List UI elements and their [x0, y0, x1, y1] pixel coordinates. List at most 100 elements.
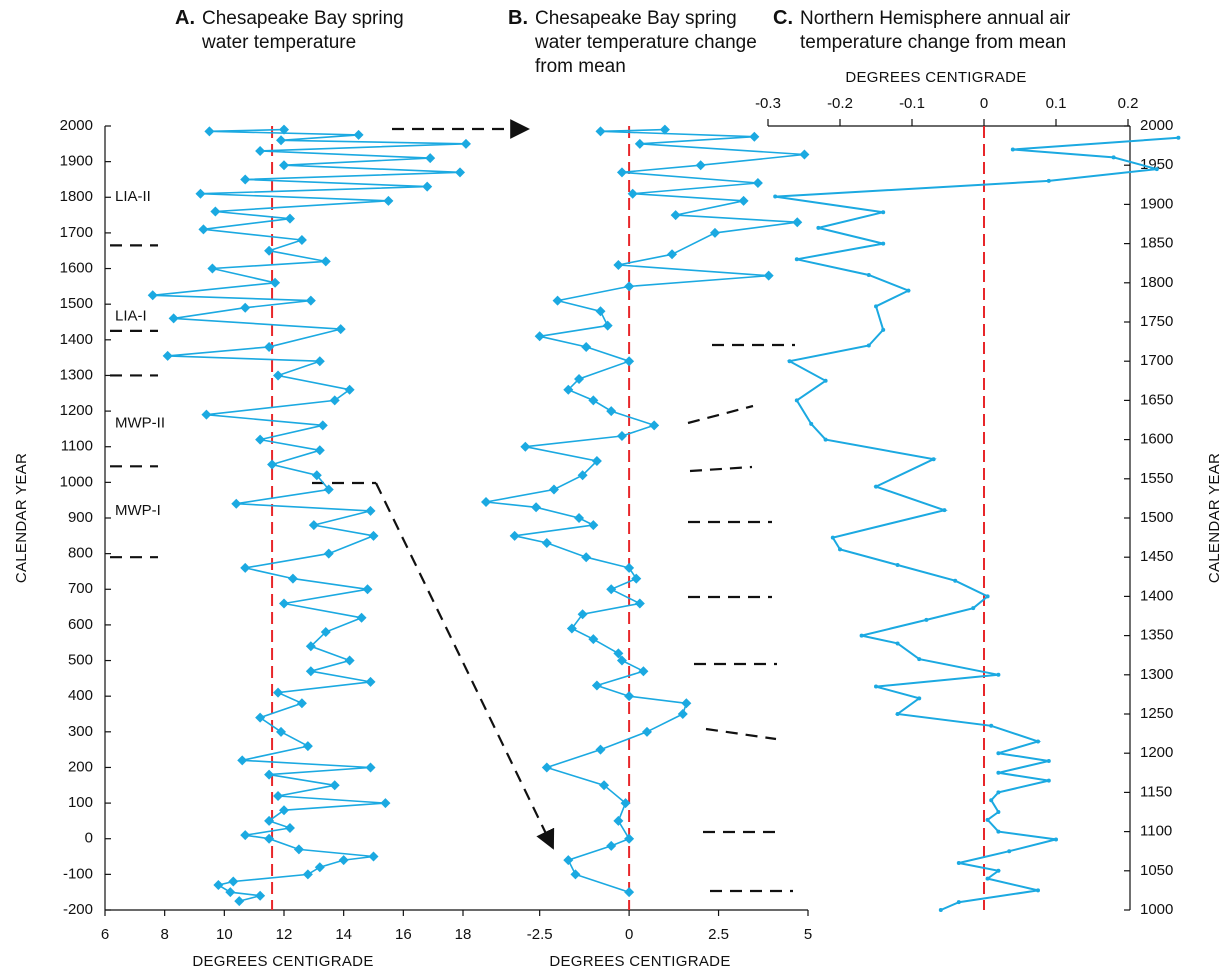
data-point [866, 272, 871, 277]
data-point [616, 167, 627, 178]
data-point [240, 174, 251, 185]
y-tick-label: -200 [63, 901, 93, 918]
x-tick-label: 2.5 [708, 926, 729, 943]
data-point [830, 535, 835, 540]
y-tick-label: 1500 [60, 295, 93, 312]
data-point [566, 623, 577, 634]
data-point [881, 327, 886, 332]
data-point [284, 823, 295, 834]
data-point [574, 513, 585, 523]
data-point [996, 829, 1001, 834]
data-point [613, 648, 624, 659]
data-point [681, 698, 692, 709]
data-point [874, 484, 878, 489]
data-point [279, 160, 289, 171]
data-point [368, 530, 379, 541]
y-tick-label: 500 [68, 652, 93, 669]
data-point [204, 126, 215, 137]
dash [689, 465, 753, 473]
y2-tick-label: 1250 [1140, 705, 1173, 722]
x-tick-label: 10 [216, 926, 233, 943]
data-point [985, 817, 990, 822]
data-point [284, 213, 295, 224]
data-point [606, 584, 617, 595]
data-point [709, 227, 720, 238]
data-point [305, 295, 316, 306]
panel-title: from mean [535, 56, 626, 77]
y2-tick-label: 1400 [1140, 587, 1173, 604]
data-point [996, 770, 1001, 775]
data-point [296, 698, 307, 709]
data-point [201, 409, 212, 420]
data-point [763, 270, 774, 281]
data-point [314, 356, 325, 367]
data-point [531, 502, 542, 513]
y-tick-label: 800 [68, 545, 93, 562]
y-tick-label: 300 [68, 723, 93, 740]
data-point [264, 341, 275, 352]
data-point [311, 470, 322, 481]
data-point [365, 762, 376, 773]
x-tick-label: 14 [335, 926, 352, 943]
data-point [338, 855, 349, 866]
y-tick-label: 900 [68, 509, 93, 526]
data-point [874, 304, 878, 309]
data-point [634, 138, 645, 149]
x-tick-label: 16 [395, 926, 412, 943]
data-point [942, 508, 947, 513]
data-point [634, 598, 645, 609]
data-point [317, 420, 328, 431]
data-point [552, 295, 563, 306]
data-point [302, 869, 313, 880]
y2-tick-label: 1300 [1140, 666, 1173, 683]
data-point [613, 815, 624, 826]
data-point [368, 851, 379, 862]
data-point [213, 880, 224, 891]
x-tick-label: -2.5 [527, 926, 553, 943]
panel-title: temperature change from mean [800, 32, 1066, 53]
data-point [460, 138, 471, 149]
data-point [595, 744, 606, 755]
data-point [314, 862, 325, 873]
dash [705, 727, 777, 741]
data-point [996, 868, 1001, 873]
data-point [225, 887, 236, 898]
y-tick-label: 1400 [60, 331, 93, 348]
data-point [344, 655, 355, 666]
y-tick-label: 200 [68, 758, 93, 775]
data-point [624, 887, 635, 898]
data-point [996, 790, 1001, 795]
data-point [616, 431, 627, 442]
data-point [881, 210, 886, 215]
data-point [906, 288, 911, 293]
panel-label: C. [773, 7, 793, 29]
panel-title: water temperature change [534, 32, 757, 53]
y-tick-label: 1200 [60, 402, 93, 419]
data-point [752, 178, 763, 189]
y2-tick-label: 1050 [1140, 862, 1173, 879]
data-point [895, 563, 900, 568]
data-point [1046, 178, 1051, 183]
data-point [787, 359, 792, 364]
y-tick-label: 1600 [60, 260, 93, 277]
data-point [866, 343, 871, 348]
layout-decor [105, 119, 808, 911]
data-point [602, 320, 613, 331]
y2-tick-label: 1000 [1140, 901, 1173, 918]
data-point [985, 594, 990, 599]
data-point [481, 496, 491, 507]
x-tick-label: -0.3 [755, 95, 781, 112]
y2-tick-label: 1750 [1140, 313, 1173, 330]
data-point [591, 455, 602, 466]
data-point [362, 584, 373, 595]
data-point [273, 790, 284, 801]
data-point [276, 726, 287, 737]
data-point [168, 313, 179, 324]
data-point [953, 578, 958, 583]
data-point [344, 384, 355, 395]
x-tick-label: 0.2 [1118, 95, 1139, 112]
data-point [207, 263, 218, 274]
data-point [624, 562, 635, 573]
data-point [792, 217, 803, 228]
